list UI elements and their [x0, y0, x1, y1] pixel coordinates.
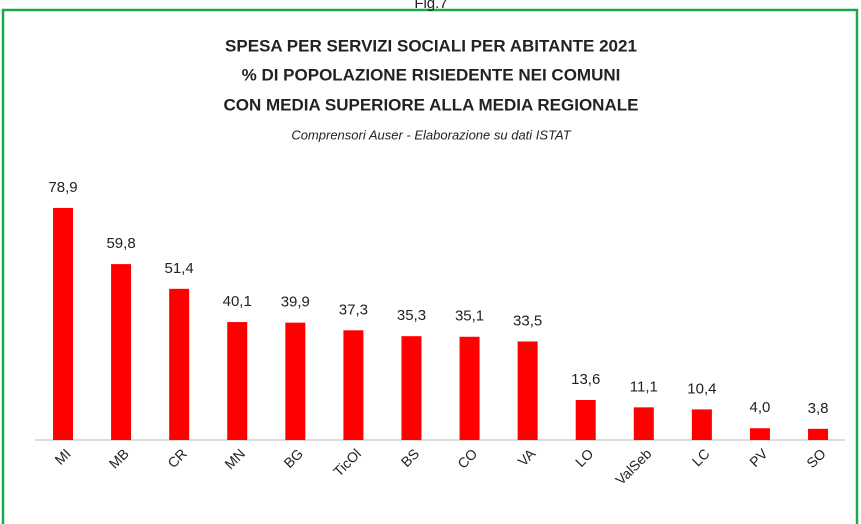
bar	[575, 400, 596, 440]
chart-subtitle: Comprensori Auser - Elaborazione su dati…	[291, 127, 571, 142]
value-label: 39,9	[281, 294, 310, 311]
chart-title: SPESA PER SERVIZI SOCIALI PER ABITANTE 2…	[225, 36, 637, 55]
value-label: 10,4	[687, 380, 716, 397]
bar	[749, 428, 770, 440]
value-label: 33,5	[513, 312, 542, 329]
value-label: 78,9	[48, 179, 77, 196]
bar	[633, 407, 654, 440]
bar	[517, 341, 538, 440]
value-label: 13,6	[571, 371, 600, 388]
chart-title: % DI POPOLAZIONE RISIEDENTE NEI COMUNI	[242, 65, 621, 84]
bar	[401, 336, 422, 440]
value-label: 51,4	[165, 260, 194, 277]
value-label: 35,1	[455, 308, 484, 325]
bar	[808, 428, 829, 440]
value-label: 11,1	[630, 378, 658, 395]
bar	[285, 322, 306, 440]
chart-frame	[1, 8, 859, 524]
chart-title: CON MEDIA SUPERIORE ALLA MEDIA REGIONALE	[224, 95, 639, 114]
bar	[111, 264, 132, 440]
value-label: 35,3	[397, 307, 426, 324]
figure-label: Fig.7	[414, 0, 447, 12]
bar	[53, 207, 73, 440]
bar	[227, 322, 248, 440]
value-label: 37,3	[339, 301, 368, 318]
bar	[169, 288, 190, 440]
value-label: 3,8	[808, 400, 829, 417]
value-label: 4,0	[750, 399, 771, 416]
value-label: 40,1	[223, 293, 252, 310]
value-label: 59,8	[106, 235, 135, 252]
bar	[691, 409, 712, 440]
bar	[459, 336, 480, 440]
bar	[343, 330, 364, 440]
